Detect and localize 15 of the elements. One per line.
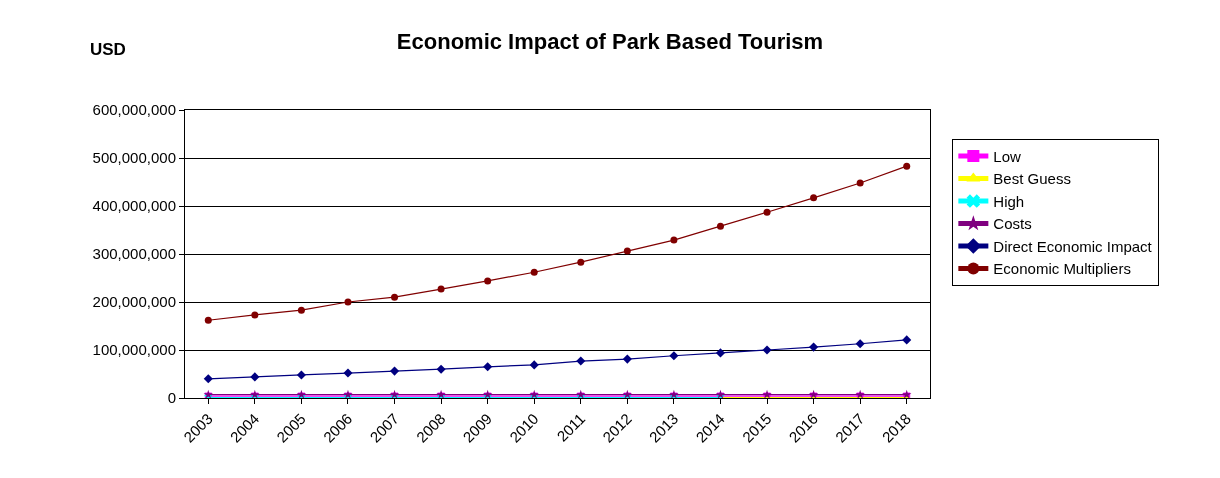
legend-label: Economic Multipliers — [993, 260, 1131, 278]
legend-label: Direct Economic Impact — [993, 237, 1153, 255]
y-tick-label: 100,000,000 — [92, 341, 176, 359]
y-tick-label: 300,000,000 — [92, 245, 176, 263]
legend-label: High — [993, 192, 1025, 210]
legend-label: Low — [993, 147, 1022, 165]
legend-label: Costs — [993, 215, 1032, 233]
y-tick-label: 400,000,000 — [92, 197, 176, 215]
y-tick-label: 0 — [167, 389, 176, 407]
chart-title: Economic Impact of Park Based Tourism — [396, 28, 824, 54]
y-tick-label: 200,000,000 — [92, 293, 176, 311]
y-tick-label: 500,000,000 — [92, 149, 176, 167]
y-tick-label: 600,000,000 — [92, 101, 176, 119]
legend-label: Best Guess — [993, 170, 1071, 188]
y-axis-title: USD — [90, 40, 126, 59]
